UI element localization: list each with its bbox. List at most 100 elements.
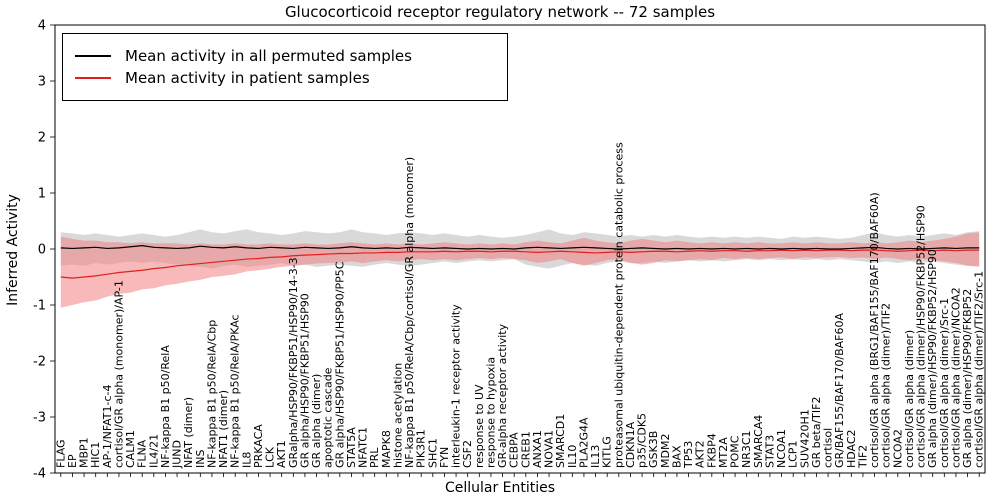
x-tick-label: cortisol/GR alpha (dimer)/HSP90/FKBP52/H… — [915, 205, 928, 468]
x-tick-label: PIK3R1 — [415, 429, 428, 468]
x-tick-label: EP — [66, 454, 79, 468]
x-tick-label: GR alpha (dimer)/HSP90/FKBP52 — [961, 289, 974, 468]
mean-line — [60, 249, 980, 279]
x-tick-label: GR alpha/HSP90/FKBP51/HSP90 — [298, 293, 311, 468]
x-tick-label: PRKACA — [252, 424, 265, 468]
x-tick-label: LCP1 — [787, 441, 800, 468]
x-tick-label: SMARCD1 — [554, 414, 567, 468]
x-tick-label: TP53 — [682, 441, 695, 469]
x-tick-label: NF-kappa B1 p50/RelA/Cbp/cortisol/GR alp… — [403, 157, 416, 468]
x-tick-label: KITLG — [601, 436, 614, 468]
x-tick-label: CSF2 — [461, 440, 474, 468]
x-tick-label: LCK — [264, 446, 277, 468]
x-tick-label: CEBPA — [508, 432, 521, 468]
x-tick-label: GRalpha/HSP90/FKBP51/HSP90/14-3-3 — [287, 257, 300, 468]
y-tick-label: -1 — [33, 299, 46, 314]
x-tick-label: cortisol/GR alpha (dimer)/Src-1 — [938, 298, 951, 468]
x-tick-label: NCOA2 — [891, 429, 904, 468]
x-tick-label: HIC1 — [89, 442, 102, 468]
x-tick-label: SUV420H1 — [798, 409, 811, 468]
x-tick-label: response to UV — [473, 384, 486, 468]
x-tick-label: IL10 — [566, 445, 579, 468]
x-tick-label: ANXA1 — [531, 430, 544, 468]
mean-line — [60, 245, 980, 250]
x-tick-label: MAPK8 — [380, 430, 393, 468]
x-tick-label: TIF2 — [856, 445, 869, 469]
x-tick-label: cortisol/GR alpha (dimer)/TIF2/Src-1 — [973, 271, 986, 468]
x-tick-label: histone acetylation — [391, 363, 404, 468]
legend-line-black — [75, 55, 111, 57]
x-tick-label: NF-kappa B1 p50/RelA/Cbp — [205, 320, 218, 468]
y-tick-label: 2 — [38, 131, 46, 146]
x-tick-label: NFAT (dimer) — [182, 397, 195, 468]
x-tick-label: cortisol/GR alpha (dimer)/NCOA2 — [949, 287, 962, 468]
x-tick-label: GR beta/TIF2 — [810, 397, 823, 468]
x-tick-label: IL13 — [589, 445, 602, 468]
legend-line-red — [75, 77, 111, 79]
x-tick-label: CDKN1A — [624, 421, 637, 468]
x-tick-label: FYN — [438, 447, 451, 468]
legend-label-patient: Mean activity in patient samples — [125, 69, 370, 87]
x-tick-label: AKT2 — [694, 440, 707, 468]
x-tick-label: NF-kappa B1 p50/RelA — [159, 345, 172, 468]
y-axis-label: Inferred Activity — [5, 194, 21, 306]
x-tick-label: INS — [194, 450, 207, 468]
x-tick-label: FLAG — [54, 439, 67, 468]
legend-label-permuted: Mean activity in all permuted samples — [125, 47, 412, 65]
x-tick-label: PLA2G4A — [577, 417, 590, 468]
y-tick-label: -4 — [33, 467, 46, 482]
x-tick-label: FLNA — [136, 439, 149, 468]
x-tick-label: STAT5A — [345, 427, 358, 468]
x-tick-label: SHC1 — [426, 438, 439, 468]
y-tick-label: 1 — [38, 187, 46, 202]
y-tick-label: 3 — [38, 75, 46, 90]
x-tick-label: response to hypoxia — [484, 357, 497, 468]
x-tick-label: NCOA1 — [775, 429, 788, 468]
y-tick-label: 4 — [38, 19, 46, 34]
x-tick-label: cortisol — [822, 428, 835, 468]
x-tick-label: SMARCA4 — [752, 415, 765, 468]
x-tick-label: GR/BAF155/BAF170/BAF60A — [833, 313, 846, 468]
x-tick-label: p35/CDK5 — [636, 413, 649, 468]
x-tick-label: cortisol/GR alpha (dimer)/TIF2 — [880, 303, 893, 468]
x-tick-label: HDAC2 — [845, 429, 858, 468]
y-tick-label: 0 — [38, 243, 46, 258]
x-tick-label: CREB1 — [519, 431, 532, 468]
x-tick-label: cortisol/GR alpha (BRG1/BAF155/BAF170/BA… — [868, 192, 881, 468]
legend-item-permuted: Mean activity in all permuted samples — [75, 47, 495, 65]
x-tick-label: BAX — [670, 445, 683, 468]
x-tick-label: MDM2 — [659, 434, 672, 468]
legend: Mean activity in all permuted samples Me… — [62, 33, 508, 101]
x-tick-label: apoptotic cascade — [322, 367, 335, 468]
x-tick-label: JUND — [171, 440, 184, 469]
x-tick-label: interleukin-1 receptor activity — [450, 304, 463, 468]
x-tick-label: POMC — [729, 435, 742, 468]
x-tick-label: GR-alpha receptor activity — [496, 323, 509, 468]
x-tick-label: CALM1 — [124, 430, 137, 468]
x-tick-label: proteasomal ubiquitin-dependent protein … — [612, 142, 625, 468]
x-tick-label: AKT1 — [275, 440, 288, 468]
x-tick-label: FKBP4 — [705, 433, 718, 468]
y-tick-label: -3 — [33, 411, 46, 426]
x-tick-label: GR alpha (dimer) — [310, 374, 323, 468]
x-tick-label: NR3C1 — [740, 430, 753, 468]
x-tick-label: GR alpha (dimer)/HSP90/FKBP52/HSP90 — [926, 249, 939, 468]
x-tick-label: NF-kappa B1 p50/RelA/PKAc — [229, 314, 242, 468]
x-tick-label: cortisol/GR alpha (dimer) — [903, 330, 916, 468]
x-tick-label: STAT3 — [763, 435, 776, 468]
x-tick-label: AP-1/NFAT1-c-4 — [101, 384, 114, 468]
x-tick-label: MT2A — [717, 437, 730, 468]
x-tick-label: MBP1 — [78, 437, 91, 468]
x-tick-label: NFATC1 — [357, 427, 370, 468]
x-tick-label: cortisol/GR alpha (monomer)/AP-1 — [112, 280, 125, 468]
x-tick-label: NOVA1 — [543, 430, 556, 468]
legend-item-patient: Mean activity in patient samples — [75, 69, 495, 87]
x-axis-label: Cellular Entities — [444, 480, 556, 496]
x-tick-label: GSK3B — [647, 431, 660, 468]
x-tick-label: NFAT1 (dimer) — [217, 390, 230, 468]
x-tick-label: PRL — [368, 447, 381, 468]
x-tick-label: GR alpha/HSP90/FKBP51/HSP90/PP5C — [333, 261, 346, 468]
chart-title: Glucocorticoid receptor regulatory netwo… — [284, 3, 716, 21]
